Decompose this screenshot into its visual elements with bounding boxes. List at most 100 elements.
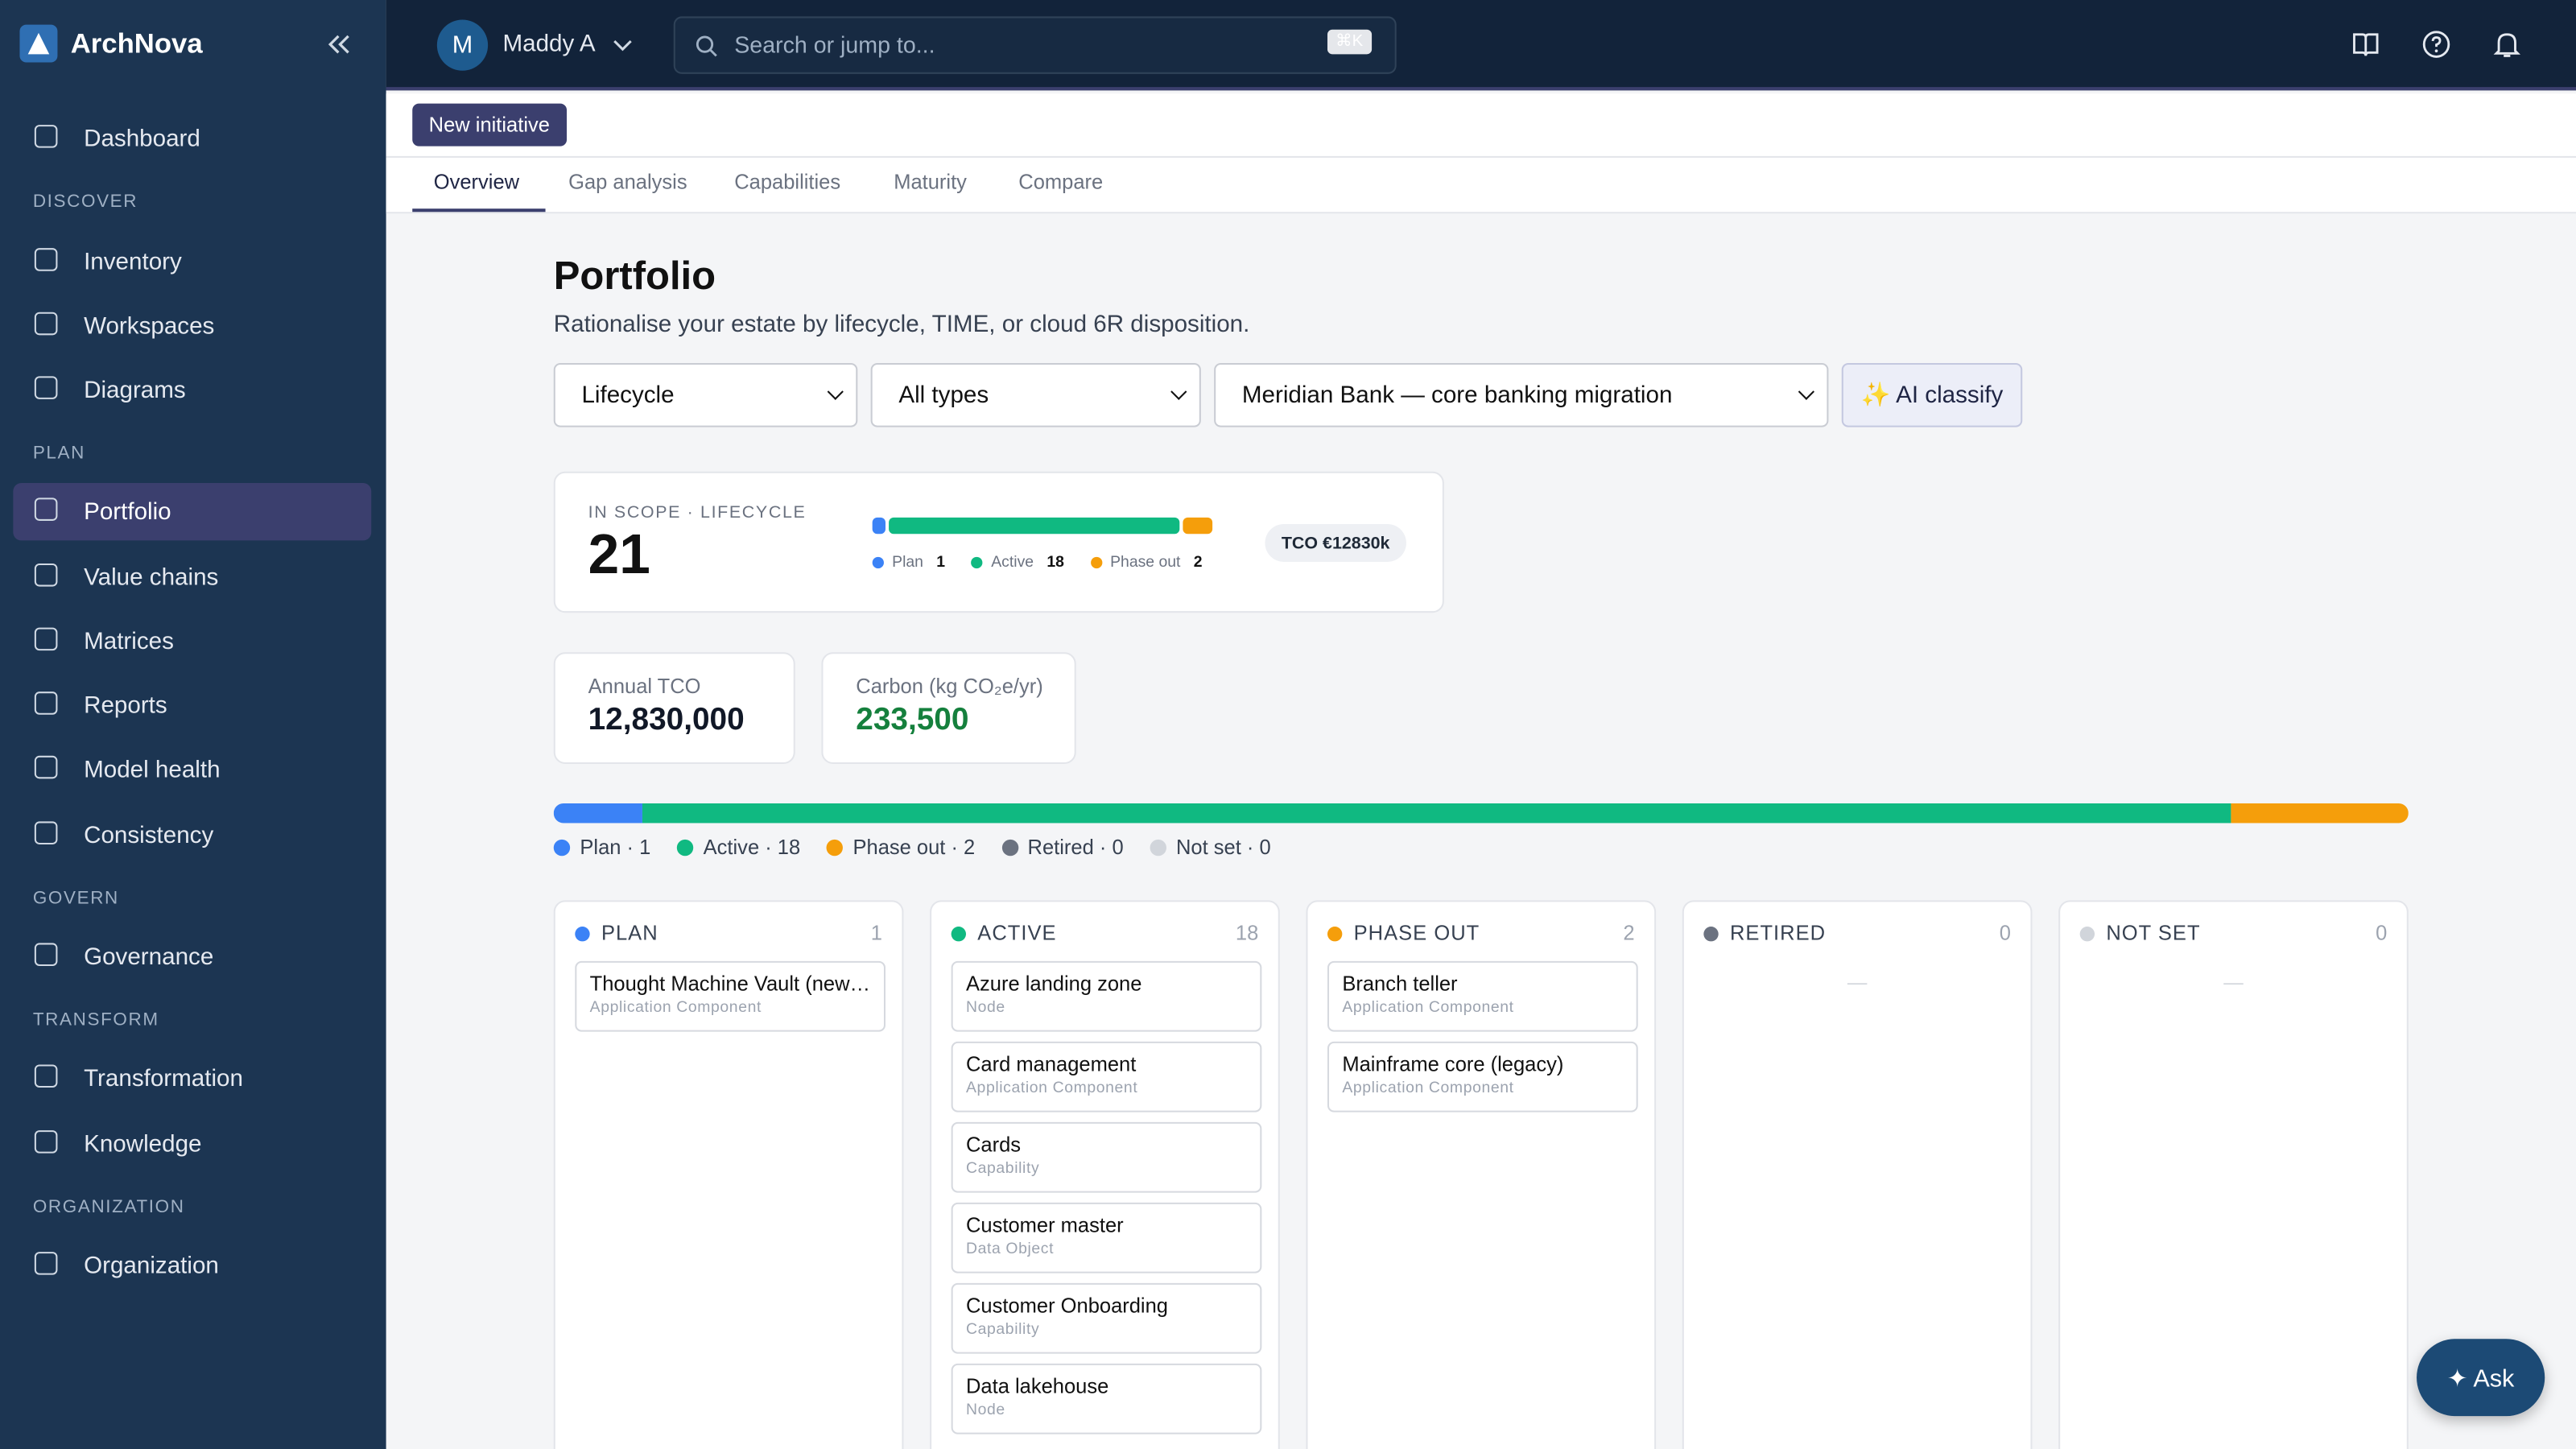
- legend-dot: [1001, 839, 1018, 857]
- card-type: Capability: [965, 1320, 1040, 1340]
- docs-icon[interactable]: [2351, 30, 2380, 60]
- legend-label: Not set · 0: [1175, 836, 1271, 860]
- mini-segment: [1183, 517, 1213, 535]
- element-card[interactable]: Thought Machine Vault (new… Application C…: [575, 960, 886, 1032]
- legend-name: Active: [991, 553, 1034, 572]
- nav-icon: [34, 312, 58, 336]
- user-menu[interactable]: Maddy A: [502, 31, 596, 58]
- column-count: 2: [1623, 921, 1635, 945]
- new-initiative-button[interactable]: New initiative: [412, 103, 567, 147]
- nav-item[interactable]: Knowledge: [84, 1131, 202, 1158]
- nav-item[interactable]: Transformation: [84, 1065, 243, 1092]
- bar-segment: [2231, 803, 2409, 824]
- nav-item[interactable]: Reports: [84, 692, 167, 719]
- nav-item[interactable]: Consistency: [84, 822, 214, 849]
- legend-dot: [553, 839, 571, 857]
- card-type: Application Component: [1342, 1079, 1514, 1098]
- element-card[interactable]: Data lakehouse Node: [951, 1363, 1262, 1435]
- lifecycle-column: RETIRED 0 —: [1682, 900, 2033, 1449]
- nav-item[interactable]: Workspaces: [84, 312, 215, 340]
- nav-item[interactable]: Dashboard: [84, 126, 200, 152]
- column-dot: [575, 927, 590, 942]
- card-type: Application Component: [589, 998, 762, 1018]
- nav-icon: [34, 497, 58, 521]
- nav-section: PLAN: [32, 444, 85, 464]
- bar-segment: [642, 803, 2232, 824]
- page-subtitle: Rationalise your estate by lifecycle, TI…: [553, 312, 1250, 339]
- lifecycle-column: NOT SET 0 —: [2058, 900, 2409, 1449]
- nav-item[interactable]: Value chains: [84, 564, 219, 591]
- nav-item[interactable]: Inventory: [84, 249, 182, 275]
- nav-item[interactable]: Governance: [84, 943, 214, 971]
- ai-classify-button[interactable]: ✨ AI classify: [1841, 363, 2023, 427]
- card-title: Azure landing zone: [965, 972, 1142, 996]
- legend-name: Plan: [892, 553, 923, 572]
- nav-icon: [34, 1130, 58, 1154]
- avatar[interactable]: M: [436, 19, 489, 71]
- nav-icon: [34, 563, 58, 587]
- nav-icon: [34, 1064, 58, 1088]
- legend-item: Retired · 0: [1001, 835, 1124, 861]
- column-dot: [2079, 927, 2095, 942]
- collapse-button[interactable]: [325, 31, 352, 58]
- element-card[interactable]: Customer Onboarding Capability: [951, 1282, 1262, 1354]
- card-type: Node: [965, 1401, 1005, 1420]
- metric-card: Carbon (kg CO₂e/yr) 233,500: [821, 652, 1076, 764]
- brand: ArchNova: [70, 27, 203, 60]
- nav-section: GOVERN: [32, 889, 119, 909]
- nav-icon: [34, 376, 58, 399]
- nav-item[interactable]: Matrices: [84, 628, 174, 655]
- lifecycle-bar: [553, 803, 2409, 824]
- mini-legend-item: Active 18: [971, 553, 1064, 572]
- card-type: Capability: [965, 1159, 1040, 1179]
- metric-label: Annual TCO: [588, 675, 701, 699]
- filter-select[interactable]: Meridian Bank — core banking migration: [1214, 363, 1829, 427]
- column-heading: RETIRED: [1729, 921, 1827, 945]
- tab[interactable]: Overview: [433, 171, 520, 194]
- nav-item[interactable]: Organization: [84, 1253, 219, 1279]
- legend-label: Plan · 1: [580, 836, 651, 860]
- element-card[interactable]: Branch teller Application Component: [1327, 960, 1638, 1032]
- nav-icon: [34, 943, 58, 966]
- column-dot: [1703, 927, 1719, 942]
- card-title: Customer master: [965, 1214, 1124, 1237]
- element-card[interactable]: Mainframe core (legacy) Application Compo…: [1327, 1041, 1638, 1113]
- element-card[interactable]: Azure landing zone Node: [951, 960, 1262, 1032]
- help-icon[interactable]: [2421, 30, 2451, 60]
- column-count: 18: [1235, 921, 1259, 945]
- legend-count: 1: [936, 553, 946, 572]
- element-card[interactable]: Card management Application Component: [951, 1041, 1262, 1113]
- nav-item[interactable]: Portfolio: [13, 482, 372, 541]
- notifications-icon[interactable]: [2492, 30, 2522, 60]
- legend-dot: [677, 839, 694, 857]
- legend-count: 18: [1046, 553, 1064, 572]
- column-dot: [1327, 927, 1343, 942]
- mini-segment: [888, 517, 1180, 535]
- nav-item[interactable]: Diagrams: [84, 377, 186, 404]
- scope-card: IN SCOPE · LIFECYCLE 21 Plan 1 Active 18 Pha…: [553, 471, 1444, 613]
- tab[interactable]: Maturity: [894, 171, 967, 194]
- element-card[interactable]: Customer master Data Object: [951, 1202, 1262, 1274]
- search[interactable]: Search or jump to... ⌘K: [673, 16, 1397, 74]
- card-title: Customer Onboarding: [965, 1294, 1168, 1318]
- tab[interactable]: Capabilities: [734, 171, 841, 194]
- column-count: 0: [2376, 921, 2388, 945]
- scope-count: 21: [588, 524, 650, 587]
- nav-item[interactable]: Model health: [84, 756, 221, 783]
- legend-item: Plan · 1: [553, 835, 651, 861]
- filter-select[interactable]: All types: [870, 363, 1201, 427]
- lifecycle-column: ACTIVE 18 Azure landing zone Node Card manag…: [930, 900, 1280, 1449]
- ask-button[interactable]: ✦ Ask: [2417, 1339, 2545, 1417]
- empty-state: —: [1847, 971, 1868, 994]
- legend-count: 2: [1193, 553, 1203, 572]
- legend-label: Active · 18: [703, 836, 801, 860]
- top-bar: M Maddy A Search or jump to... ⌘K: [386, 0, 2576, 91]
- logo: [19, 24, 58, 63]
- element-card[interactable]: Cards Capability: [951, 1121, 1262, 1193]
- tab[interactable]: Compare: [1018, 171, 1104, 194]
- tab[interactable]: Gap analysis: [568, 171, 687, 194]
- filter-select[interactable]: Lifecycle: [553, 363, 858, 427]
- scope-label: IN SCOPE · LIFECYCLE: [588, 502, 807, 522]
